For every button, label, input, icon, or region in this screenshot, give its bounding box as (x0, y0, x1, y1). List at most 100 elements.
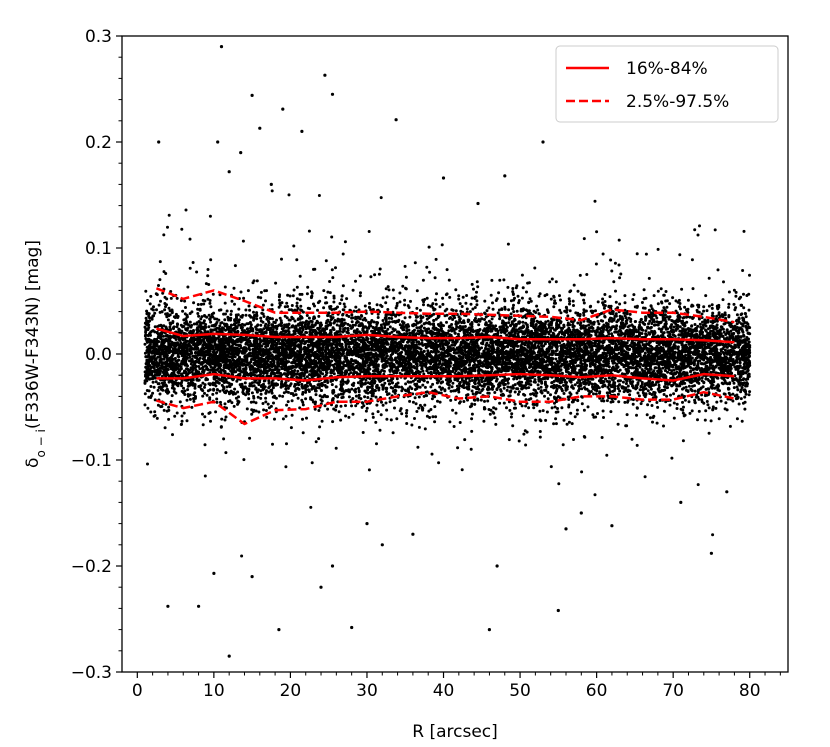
scatter-point (483, 299, 487, 303)
scatter-point (629, 320, 633, 323)
scatter-point (385, 351, 388, 355)
scatter-point (463, 438, 467, 442)
scatter-point (329, 315, 333, 318)
scatter-point (631, 398, 635, 402)
scatter-point (369, 275, 373, 279)
scatter-point (473, 402, 477, 406)
scatter-point (728, 424, 732, 428)
scatter-point (309, 396, 313, 400)
scatter-point (704, 409, 708, 413)
scatter-point (559, 311, 563, 315)
scatter-point (183, 299, 187, 303)
scatter-point (549, 393, 552, 397)
scatter-point (207, 325, 211, 329)
scatter-point (631, 402, 635, 406)
scatter-point (553, 299, 557, 303)
scatter-point (517, 390, 521, 394)
scatter-point (732, 381, 736, 385)
scatter-point (405, 411, 408, 415)
scatter-point (288, 294, 292, 298)
scatter-point (655, 320, 659, 324)
scatter-point (317, 314, 321, 318)
scatter-point (425, 394, 429, 398)
scatter-point (651, 420, 654, 424)
scatter-point (385, 417, 389, 421)
scatter-point (595, 230, 599, 234)
scatter-point (376, 316, 380, 319)
scatter-point (159, 299, 162, 303)
scatter-point (373, 273, 377, 277)
scatter-point (192, 301, 196, 305)
scatter-point (686, 298, 690, 302)
scatter-point (671, 296, 675, 300)
scatter-point (406, 304, 410, 308)
scatter-point (567, 297, 571, 301)
scatter-point (601, 252, 605, 256)
scatter-point (209, 419, 212, 423)
scatter-point (383, 326, 387, 330)
scatter-point (410, 423, 414, 427)
scatter-point (186, 384, 190, 388)
scatter-point (271, 328, 275, 332)
scatter-point (495, 388, 499, 392)
scatter-point (259, 296, 263, 300)
scatter-point (359, 291, 362, 295)
scatter-point (704, 294, 708, 298)
scatter-point (200, 315, 204, 319)
scatter-point (182, 386, 185, 390)
scatter-point (411, 379, 415, 383)
scatter-point (662, 409, 666, 413)
scatter-point (367, 230, 371, 233)
scatter-point (299, 304, 303, 308)
scatter-point (372, 320, 376, 324)
scatter-point (434, 352, 438, 356)
scatter-point (449, 398, 453, 402)
scatter-point (428, 416, 432, 419)
scatter-point (290, 304, 294, 307)
scatter-point (284, 414, 288, 418)
scatter-point (471, 307, 475, 311)
scatter-point (347, 345, 351, 349)
scatter-point (425, 414, 429, 418)
scatter-point (705, 309, 709, 313)
scatter-point (199, 302, 203, 306)
scatter-point (188, 237, 192, 241)
scatter-point (427, 409, 431, 413)
scatter-point (183, 389, 187, 393)
scatter-point (503, 305, 507, 309)
scatter-point (147, 395, 151, 399)
scatter-point (507, 321, 511, 325)
scatter-point (270, 303, 274, 307)
scatter-point (388, 400, 392, 404)
scatter-point (353, 323, 357, 327)
scatter-point (664, 299, 668, 303)
scatter-point (196, 312, 200, 315)
scatter-point (331, 420, 335, 424)
scatter-point (656, 289, 660, 293)
scatter-point (236, 402, 239, 406)
scatter-point (229, 313, 233, 316)
scatter-point (236, 390, 240, 394)
scatter-point (716, 376, 720, 380)
scatter-point (378, 267, 382, 271)
scatter-point (665, 305, 669, 309)
scatter-point (608, 295, 612, 299)
scatter-point (431, 415, 435, 419)
scatter-point (169, 400, 173, 404)
scatter-point (384, 287, 388, 291)
scatter-point (451, 381, 455, 385)
scatter-point (476, 285, 480, 289)
scatter-point (155, 416, 159, 420)
scatter-point (306, 285, 310, 289)
scatter-point (618, 302, 622, 306)
scatter-point (375, 442, 378, 446)
scatter-point (363, 304, 367, 308)
scatter-point (537, 345, 541, 349)
scatter-point (348, 324, 352, 328)
scatter-point (500, 307, 504, 311)
scatter-point (431, 394, 435, 398)
scatter-point (197, 314, 201, 318)
scatter-point (351, 323, 355, 327)
scatter-point (507, 308, 511, 312)
scatter-point (203, 385, 206, 389)
